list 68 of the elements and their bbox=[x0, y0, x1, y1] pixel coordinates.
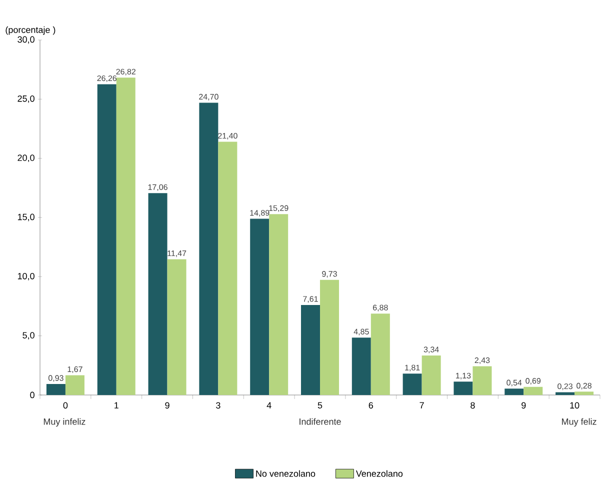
data-label: 24,70 bbox=[199, 94, 218, 100]
bar bbox=[370, 314, 390, 395]
data-label: 1,13 bbox=[456, 372, 471, 380]
data-label: 6,88 bbox=[373, 304, 388, 312]
data-label: 21,40 bbox=[218, 132, 238, 140]
x-tick-label: 3 bbox=[216, 402, 220, 409]
y-tick-label: 20,0 bbox=[18, 154, 34, 162]
y-tick-label: 5,0 bbox=[22, 332, 34, 340]
text: Muy infeliz bbox=[44, 418, 86, 427]
x-tick-label: 5 bbox=[318, 402, 322, 408]
bar bbox=[454, 382, 473, 395]
data-label: 0,93 bbox=[48, 375, 64, 382]
bar bbox=[574, 392, 594, 395]
y-tick-label: 10,0 bbox=[18, 272, 34, 280]
data-label: 0,54 bbox=[506, 380, 522, 386]
bar bbox=[97, 84, 116, 395]
data-label: 11,47 bbox=[168, 250, 186, 258]
data-label: 1,81 bbox=[405, 364, 420, 372]
y-axis-title: (porcentaje ) bbox=[6, 26, 56, 35]
bar bbox=[218, 142, 238, 395]
bar bbox=[320, 280, 340, 395]
x-tick-label: 0 bbox=[63, 402, 68, 409]
data-label: 1,67 bbox=[68, 366, 82, 373]
bar bbox=[167, 259, 186, 395]
bar bbox=[148, 193, 168, 395]
legend-label: No venezolano bbox=[256, 470, 316, 477]
x-tick-label: 8 bbox=[470, 402, 475, 409]
data-label: 7,61 bbox=[303, 296, 318, 303]
bar bbox=[250, 218, 270, 395]
data-label: 2,43 bbox=[474, 357, 490, 364]
bar bbox=[524, 386, 543, 395]
bar bbox=[504, 388, 524, 395]
bar bbox=[422, 355, 441, 395]
text: Indiferente bbox=[300, 418, 341, 425]
data-label: 17,06 bbox=[148, 184, 168, 191]
data-label: 15,29 bbox=[269, 205, 288, 212]
x-tick-label: 4 bbox=[266, 402, 272, 408]
x-tick-label: 1 bbox=[114, 402, 118, 408]
bar bbox=[65, 375, 84, 395]
bar bbox=[472, 366, 492, 395]
y-tick-label: 30,0 bbox=[18, 36, 34, 44]
bar bbox=[301, 304, 320, 395]
x-tick-label: 9 bbox=[522, 402, 526, 409]
bar bbox=[402, 374, 422, 395]
y-tick-label: 15,0 bbox=[18, 214, 34, 222]
x-tick-label: 6 bbox=[368, 402, 374, 409]
data-label: 0,28 bbox=[576, 382, 592, 390]
data-label: 0,23 bbox=[558, 383, 572, 390]
data-label: 4,85 bbox=[354, 328, 369, 336]
data-label: 0,69 bbox=[526, 378, 541, 385]
data-label: 14,89 bbox=[250, 210, 270, 217]
y-tick-label: 25,0 bbox=[18, 95, 34, 103]
y-tick-label: 0 bbox=[30, 392, 34, 398]
x-tick-label: 9 bbox=[165, 402, 170, 409]
data-label: 26,82 bbox=[116, 68, 136, 76]
x-tick-label: 10 bbox=[570, 402, 580, 409]
data-label: 3,34 bbox=[424, 346, 439, 354]
bar bbox=[46, 384, 66, 395]
bar bbox=[556, 392, 575, 395]
legend-label: Venezolano bbox=[356, 470, 403, 477]
bar bbox=[199, 102, 218, 395]
data-label: 9,73 bbox=[322, 271, 337, 278]
bar bbox=[352, 338, 371, 395]
bar bbox=[116, 78, 136, 395]
data-label: 26,26 bbox=[97, 75, 117, 82]
bar bbox=[269, 214, 288, 395]
text: Muy feliz bbox=[562, 418, 596, 427]
x-tick-label: 7 bbox=[420, 402, 424, 408]
